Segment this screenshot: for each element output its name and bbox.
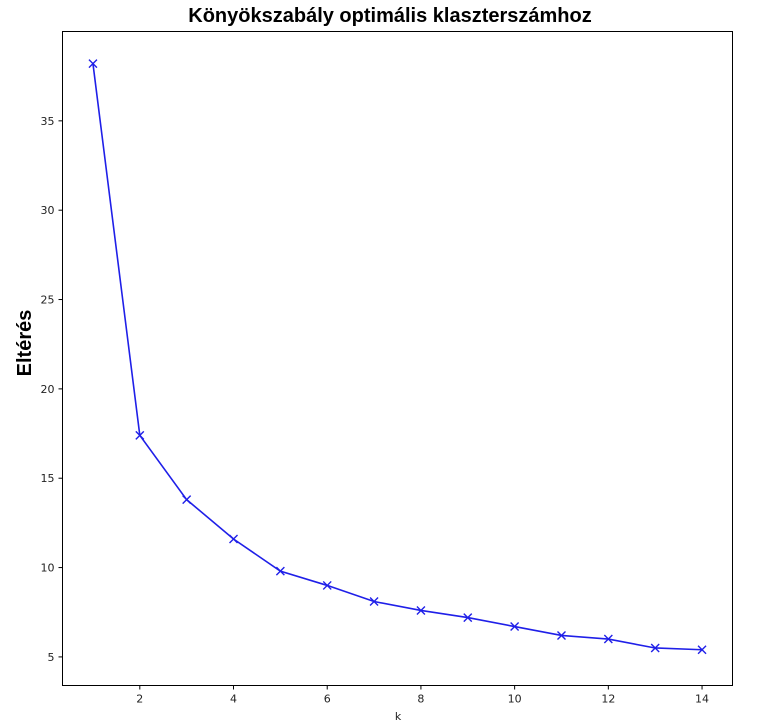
x-tick-label-14: 14 — [695, 693, 709, 706]
x-tick-label-12: 12 — [601, 693, 615, 706]
marker-stroke — [510, 622, 520, 632]
data-point-k14 — [697, 645, 707, 655]
series-line-0 — [92, 63, 703, 651]
data-point-k11 — [556, 630, 566, 640]
marker-stroke — [229, 534, 239, 544]
x-tick-label-10: 10 — [508, 693, 522, 706]
x-axis-label: k — [395, 710, 402, 723]
y-tick-label-5: 5 — [48, 651, 55, 664]
marker-stroke — [463, 613, 473, 623]
y-axis-label: Eltérés — [14, 310, 36, 377]
data-point-k12 — [603, 634, 613, 644]
marker-stroke — [182, 495, 192, 505]
y-tick-label-20: 20 — [41, 383, 55, 396]
y-tick-label-15: 15 — [41, 472, 55, 485]
data-point-k1 — [88, 59, 98, 69]
chart-title: Könyökszabály optimális klaszterszámhoz — [188, 5, 591, 27]
marker-stroke — [416, 605, 426, 615]
x-tick-label-6: 6 — [324, 693, 331, 706]
marker-stroke — [88, 59, 98, 69]
x-tick-label-4: 4 — [230, 693, 237, 706]
y-tick-label-35: 35 — [41, 115, 55, 128]
data-point-k8 — [416, 605, 426, 615]
marker-stroke — [697, 645, 707, 655]
marker-stroke — [135, 430, 145, 440]
marker-stroke — [603, 634, 613, 644]
plot-area — [62, 31, 733, 686]
marker-stroke — [275, 566, 285, 576]
y-tick-label-10: 10 — [41, 562, 55, 575]
data-point-k10 — [510, 622, 520, 632]
marker-stroke — [322, 580, 332, 590]
data-point-k2 — [135, 430, 145, 440]
x-axis: 2 4 6 8 10 12 14 — [136, 685, 709, 706]
data-point-k9 — [463, 613, 473, 623]
marker-stroke — [369, 597, 379, 607]
data-point-k3 — [182, 495, 192, 505]
series-layer — [88, 59, 707, 655]
data-point-k7 — [369, 597, 379, 607]
x-tick-label-2: 2 — [136, 693, 143, 706]
data-point-k5 — [275, 566, 285, 576]
plot-frame — [62, 31, 733, 686]
y-axis: 5 10 15 20 25 30 35 — [41, 115, 63, 664]
x-tick-label-8: 8 — [417, 693, 424, 706]
marker-stroke — [556, 630, 566, 640]
data-point-k6 — [322, 580, 332, 590]
y-tick-label-25: 25 — [41, 294, 55, 307]
y-tick-label-30: 30 — [41, 204, 55, 217]
marker-stroke — [650, 643, 660, 653]
data-point-k13 — [650, 643, 660, 653]
data-point-k4 — [229, 534, 239, 544]
